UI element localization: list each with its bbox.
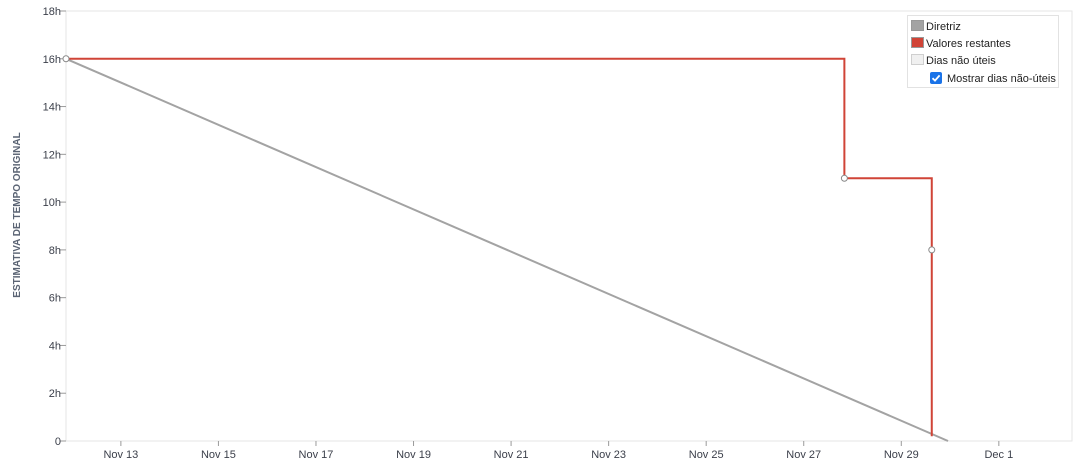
series-line-diretriz — [65, 57, 949, 442]
legend-swatch-diretriz — [911, 20, 924, 31]
y-tick-label: 18h — [43, 6, 61, 18]
checkmark-icon — [931, 74, 941, 82]
x-tick-label: Nov 27 — [786, 449, 821, 461]
data-point-valores-restantes — [928, 246, 936, 254]
y-axis-title: ESTIMATIVA DE TEMPO ORIGINAL — [12, 132, 23, 297]
plot-area-border — [65, 10, 1073, 442]
data-point-valores-restantes — [840, 174, 848, 182]
x-tick-label: Nov 29 — [884, 449, 919, 461]
x-tick-label: Dec 1 — [984, 449, 1013, 461]
y-axis: 0 2h 4h 6h 8h 10h 12h 14h 16h 18h — [43, 6, 66, 448]
y-tick-label: 14h — [43, 102, 61, 114]
y-tick-label: 6h — [49, 293, 61, 305]
data-point-valores-restantes — [62, 55, 70, 63]
chart-legend: Diretriz Valores restantes Dias não útei… — [907, 15, 1059, 88]
legend-item-valores-restantes[interactable]: Valores restantes — [911, 37, 1011, 51]
y-tick-label: 4h — [49, 340, 61, 352]
x-tick-label: Nov 23 — [591, 449, 626, 461]
legend-swatch-valores-restantes — [911, 37, 924, 48]
legend-item-dias-nao-uteis[interactable]: Dias não úteis — [911, 54, 996, 68]
show-non-working-days-label: Mostrar dias não-úteis — [947, 73, 1056, 85]
legend-label-valores-restantes: Valores restantes — [926, 38, 1011, 50]
legend-item-diretriz[interactable]: Diretriz — [911, 20, 961, 34]
x-tick-label: Nov 15 — [201, 449, 236, 461]
x-tick-label: Nov 17 — [299, 449, 334, 461]
x-axis: Nov 13 Nov 15 Nov 17 Nov 19 Nov 21 Nov 23 Nov … — [103, 441, 1013, 461]
x-tick-label: Nov 13 — [103, 449, 138, 461]
y-tick-label: 10h — [43, 197, 61, 209]
x-tick-label: Nov 19 — [396, 449, 431, 461]
y-tick-label: 0 — [55, 436, 61, 448]
y-tick-label: 16h — [43, 54, 61, 66]
legend-label-dias-nao-uteis: Dias não úteis — [926, 55, 996, 67]
series-line-valores-restantes — [66, 57, 933, 437]
y-tick-label: 8h — [49, 245, 61, 257]
legend-swatch-dias-nao-uteis — [911, 54, 924, 65]
y-tick-label: 12h — [43, 149, 61, 161]
series-layer — [62, 55, 949, 442]
y-tick-label: 2h — [49, 388, 61, 400]
x-tick-label: Nov 25 — [689, 449, 724, 461]
show-non-working-days-checkbox[interactable] — [930, 72, 942, 84]
legend-label-diretriz: Diretriz — [926, 21, 961, 33]
x-tick-label: Nov 21 — [494, 449, 529, 461]
show-non-working-days-toggle[interactable]: Mostrar dias não-úteis — [930, 72, 1056, 86]
